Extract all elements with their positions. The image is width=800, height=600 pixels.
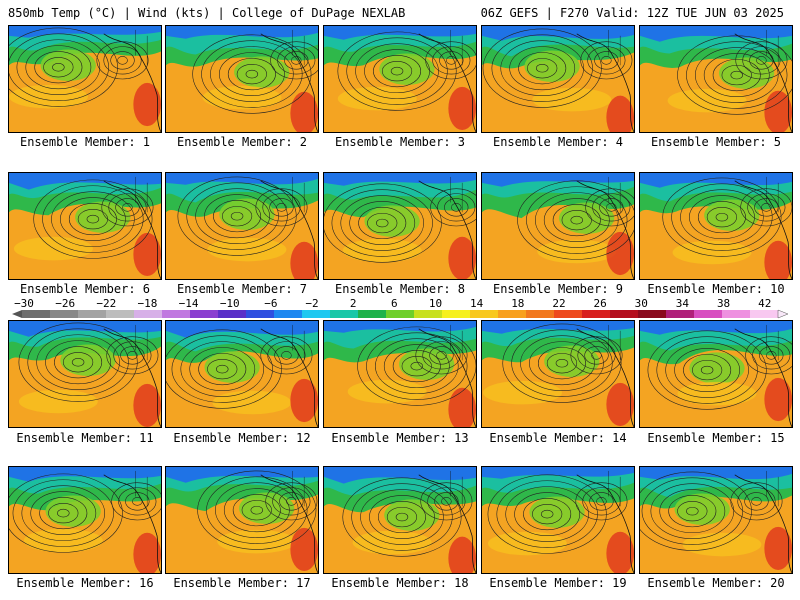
ensemble-member-label: Ensemble Member: 16 — [16, 576, 154, 590]
ensemble-member-map — [8, 320, 162, 428]
ensemble-member-label: Ensemble Member: 15 — [647, 431, 785, 445]
colorbar-tick-label: −18 — [138, 297, 158, 310]
ensemble-member-map — [639, 320, 793, 428]
ensemble-member-map — [639, 172, 793, 280]
colorbar-swatch — [610, 310, 639, 318]
ensemble-member-map — [481, 466, 635, 574]
colorbar-tick-label: 6 — [391, 297, 398, 310]
colorbar-swatch — [106, 310, 135, 318]
colorbar-tick-label: 42 — [758, 297, 771, 310]
ensemble-member-label: Ensemble Member: 6 — [19, 282, 151, 296]
colorbar-tick-label: 38 — [717, 297, 730, 310]
colorbar-tick-label: −10 — [220, 297, 240, 310]
ensemble-member-label: Ensemble Member: 14 — [489, 431, 627, 445]
colorbar-swatch — [50, 310, 79, 318]
ensemble-member-label: Ensemble Member: 1 — [19, 135, 151, 149]
ensemble-member-map — [481, 25, 635, 133]
colorbar-swatch — [386, 310, 415, 318]
colorbar-swatch — [134, 310, 163, 318]
ensemble-member-label: Ensemble Member: 2 — [176, 135, 308, 149]
ensemble-member-label: Ensemble Member: 10 — [647, 282, 785, 296]
ensemble-member-map — [8, 172, 162, 280]
colorbar-swatch — [750, 310, 779, 318]
ensemble-member-label: Ensemble Member: 3 — [334, 135, 466, 149]
colorbar-min-arrow — [12, 310, 22, 318]
ensemble-member-map — [639, 466, 793, 574]
colorbar-swatch — [190, 310, 219, 318]
ensemble-member-map — [639, 25, 793, 133]
colorbar-swatch — [638, 310, 667, 318]
colorbar-swatch — [470, 310, 499, 318]
colorbar-tick-label: −26 — [55, 297, 75, 310]
ensemble-member-label: Ensemble Member: 13 — [331, 431, 469, 445]
ensemble-member-label: Ensemble Member: 20 — [647, 576, 785, 590]
colorbar-tick-label: 14 — [470, 297, 484, 310]
colorbar-tick-label: 22 — [552, 297, 565, 310]
ensemble-member-label: Ensemble Member: 9 — [492, 282, 624, 296]
colorbar-swatch — [330, 310, 359, 318]
colorbar-swatch — [218, 310, 247, 318]
colorbar-swatch — [358, 310, 387, 318]
colorbar-tick-label: −22 — [96, 297, 116, 310]
colorbar-swatch — [694, 310, 723, 318]
ensemble-member-map — [481, 172, 635, 280]
map-title: 850mb Temp (°C) | Wind (kts) | College o… — [8, 6, 406, 20]
ensemble-member-map — [8, 25, 162, 133]
colorbar-swatch — [442, 310, 471, 318]
colorbar-swatch — [722, 310, 751, 318]
colorbar-tick-label: 2 — [350, 297, 357, 310]
ensemble-member-label: Ensemble Member: 4 — [492, 135, 624, 149]
colorbar-swatch — [414, 310, 443, 318]
ensemble-member-label: Ensemble Member: 8 — [334, 282, 466, 296]
temperature-colorbar: −30 −26 −22 −18 −14 −10 −6 −2 2 6 10 14 18 22 26 30 34 38… — [12, 297, 789, 319]
ensemble-member-label: Ensemble Member: 12 — [173, 431, 311, 445]
colorbar-swatch — [246, 310, 275, 318]
colorbar-tick-label: −6 — [264, 297, 277, 310]
colorbar-max-arrow — [777, 309, 789, 319]
ensemble-member-label: Ensemble Member: 18 — [331, 576, 469, 590]
colorbar-swatch — [554, 310, 583, 318]
colorbar-swatch — [666, 310, 695, 318]
colorbar-swatch — [302, 310, 331, 318]
ensemble-member-label: Ensemble Member: 17 — [173, 576, 311, 590]
valid-time: 06Z GEFS | F270 Valid: 12Z TUE JUN 03 20… — [480, 6, 784, 20]
ensemble-member-label: Ensemble Member: 7 — [176, 282, 308, 296]
colorbar-tick-label: 34 — [676, 297, 690, 310]
colorbar-tick-label: −14 — [179, 297, 199, 310]
colorbar-tick-label: 10 — [429, 297, 442, 310]
ensemble-member-map — [165, 466, 319, 574]
colorbar-swatch — [162, 310, 191, 318]
colorbar-swatch — [582, 310, 611, 318]
colorbar-swatch — [526, 310, 555, 318]
colorbar-tick-label: 26 — [593, 297, 606, 310]
ensemble-member-label: Ensemble Member: 5 — [650, 135, 782, 149]
ensemble-member-map — [323, 320, 477, 428]
ensemble-member-map — [165, 25, 319, 133]
ensemble-member-map — [323, 466, 477, 574]
colorbar-swatch — [274, 310, 303, 318]
ensemble-member-map — [165, 172, 319, 280]
ensemble-member-map — [323, 172, 477, 280]
colorbar-swatch — [22, 310, 51, 318]
colorbar-tick-label: −2 — [305, 297, 318, 310]
colorbar-tick-label: 30 — [635, 297, 648, 310]
ensemble-member-map — [165, 320, 319, 428]
ensemble-member-map — [323, 25, 477, 133]
colorbar-tick-label: −30 — [14, 297, 34, 310]
ensemble-member-label: Ensemble Member: 11 — [16, 431, 154, 445]
ensemble-member-label: Ensemble Member: 19 — [489, 576, 627, 590]
colorbar-swatch — [498, 310, 527, 318]
colorbar-swatch — [78, 310, 107, 318]
ensemble-member-map — [8, 466, 162, 574]
colorbar-tick-label: 18 — [511, 297, 524, 310]
ensemble-member-map — [481, 320, 635, 428]
